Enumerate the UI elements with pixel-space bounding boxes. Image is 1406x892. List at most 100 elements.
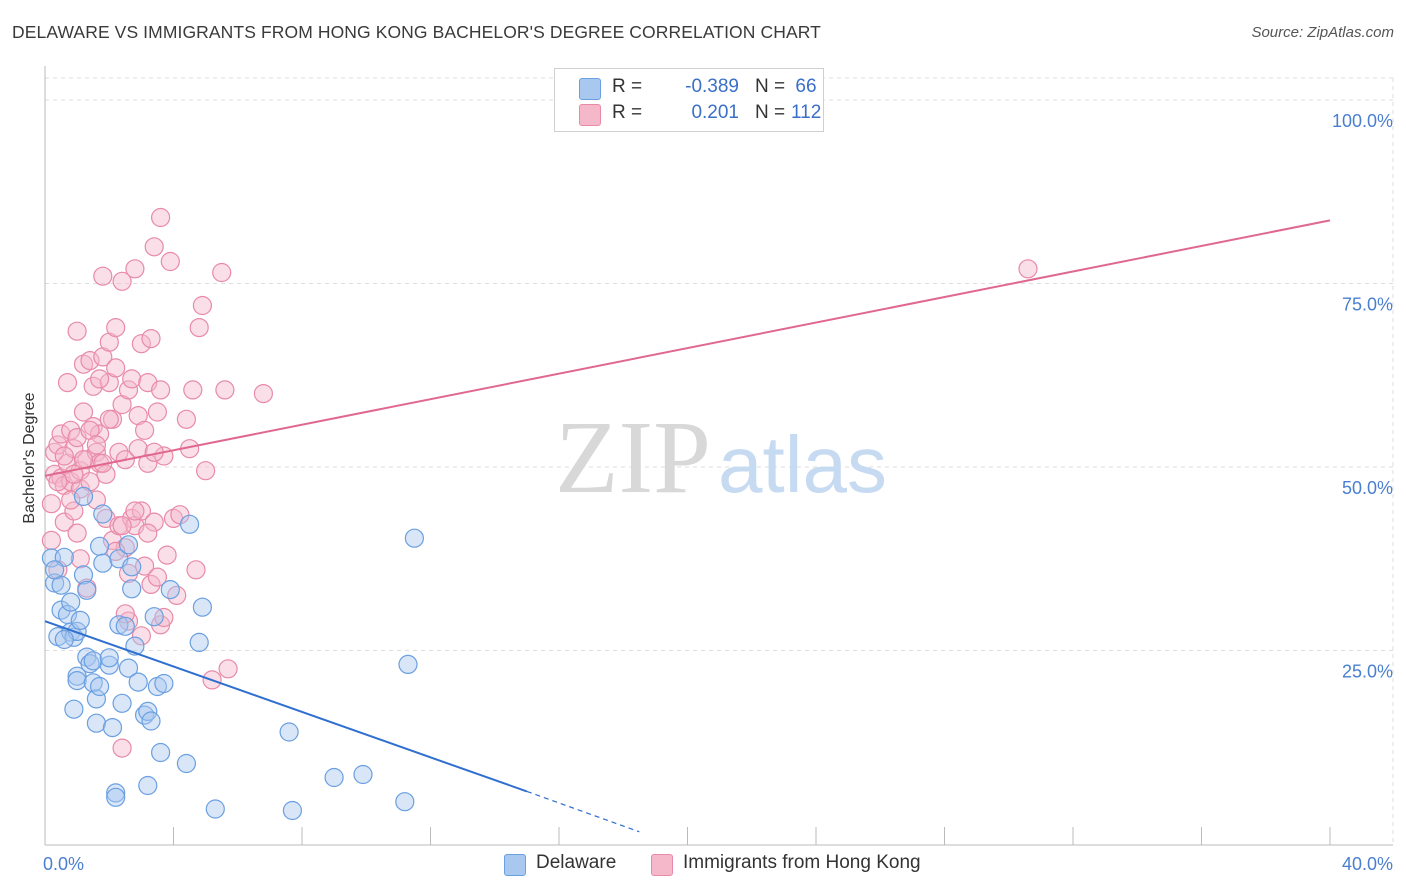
data-point-delaware: [86, 713, 107, 733]
data-point-hongkong: [176, 409, 196, 429]
data-point-delaware: [176, 753, 196, 774]
legend-r-label: R =: [612, 102, 643, 123]
legend-swatch-delaware: [504, 854, 526, 876]
data-point-hongkong: [192, 295, 212, 316]
data-point-hongkong: [96, 464, 116, 484]
data-point-hongkong: [215, 380, 235, 400]
data-point-delaware: [73, 486, 94, 506]
data-point-delaware: [180, 514, 200, 534]
data-point-delaware: [118, 658, 139, 678]
legend-label-delaware: Delaware: [536, 852, 617, 873]
data-point-hongkong: [212, 262, 232, 283]
data-point-delaware: [122, 579, 142, 599]
data-point-hongkong: [141, 574, 161, 595]
data-point-hongkong: [112, 516, 132, 536]
data-point-delaware: [128, 672, 148, 692]
data-point-delaware: [106, 783, 126, 803]
series-delaware-points: [41, 486, 424, 821]
data-point-delaware: [282, 800, 302, 821]
x-tick-label: 40.0%: [1342, 854, 1393, 874]
data-point-hongkong: [41, 494, 62, 514]
data-point-hongkong: [67, 523, 87, 543]
data-point-delaware: [54, 629, 74, 650]
data-point-hongkong: [112, 738, 132, 758]
data-point-hongkong: [83, 417, 103, 437]
data-point-hongkong: [151, 380, 171, 400]
data-point-hongkong: [61, 490, 81, 510]
data-point-delaware: [61, 592, 81, 612]
data-point-hongkong: [138, 523, 158, 543]
chart-title: DELAWARE VS IMMIGRANTS FROM HONG KONG BA…: [12, 22, 821, 42]
data-point-hongkong: [89, 369, 110, 389]
data-point-hongkong: [170, 505, 190, 525]
data-point-hongkong: [154, 607, 174, 628]
data-point-delaware: [73, 565, 94, 585]
data-point-delaware: [398, 654, 418, 675]
y-tick-label: 75.0%: [1342, 295, 1393, 315]
data-point-hongkong: [131, 334, 151, 354]
trendline-delaware-extension: [526, 790, 640, 833]
data-point-hongkong: [93, 266, 113, 286]
legend-swatch-hongkong: [651, 854, 673, 876]
legend-swatch-hongkong: [579, 104, 601, 126]
data-point-hongkong: [115, 538, 135, 558]
legend-r-value: -0.389: [685, 76, 739, 97]
data-point-delaware: [205, 799, 225, 819]
data-point-hongkong: [144, 512, 164, 532]
data-point-hongkong: [183, 380, 203, 400]
data-point-delaware: [279, 722, 299, 742]
data-point-hongkong: [125, 501, 145, 521]
data-point-delaware: [99, 655, 119, 675]
trend-lines: [44, 219, 1331, 833]
data-point-hongkong: [106, 358, 126, 378]
data-point-delaware: [89, 536, 110, 556]
data-point-hongkong: [86, 435, 107, 455]
data-point-delaware: [70, 610, 90, 631]
legend-swatch-delaware: [579, 78, 601, 100]
data-point-hongkong: [80, 351, 100, 371]
data-point-delaware: [80, 654, 100, 674]
data-point-hongkong: [218, 659, 238, 679]
data-point-delaware: [353, 764, 373, 785]
data-point-hongkong: [131, 501, 151, 521]
data-point-hongkong: [151, 207, 171, 228]
data-point-delaware: [112, 693, 132, 713]
data-point-delaware: [67, 670, 87, 691]
data-point-delaware: [141, 711, 161, 731]
data-point-hongkong: [138, 453, 158, 473]
data-point-hongkong: [160, 251, 180, 272]
data-point-delaware: [109, 615, 129, 635]
y-tick-label: 25.0%: [1342, 661, 1393, 681]
data-point-hongkong: [189, 318, 209, 338]
trendline-delaware: [44, 620, 528, 793]
y-tick-label: 50.0%: [1342, 478, 1393, 498]
data-point-hongkong: [99, 409, 119, 429]
data-point-hongkong: [122, 369, 142, 389]
data-point-hongkong: [186, 560, 206, 580]
data-point-hongkong: [41, 530, 62, 551]
data-point-hongkong: [144, 237, 164, 257]
data-point-hongkong: [147, 402, 167, 422]
data-point-hongkong: [106, 318, 126, 338]
data-point-delaware: [77, 580, 97, 600]
data-point-delaware: [106, 787, 126, 807]
y-tick-label: 100.0%: [1332, 111, 1393, 131]
data-point-hongkong: [131, 626, 151, 646]
data-point-hongkong: [61, 420, 81, 440]
data-point-hongkong: [253, 384, 273, 404]
legend-n-value: 112: [791, 102, 822, 123]
data-point-delaware: [83, 651, 103, 671]
legend-n-value: 66: [795, 76, 817, 97]
watermark: ZIP atlas: [555, 400, 887, 515]
data-point-hongkong: [57, 373, 78, 393]
data-point-delaware: [67, 666, 87, 686]
data-point-hongkong: [70, 549, 90, 569]
data-point-delaware: [89, 676, 110, 697]
data-point-hongkong: [54, 446, 74, 466]
watermark-atlas: atlas: [718, 420, 887, 509]
data-point-delaware: [86, 689, 107, 709]
data-point-hongkong: [196, 461, 216, 481]
series-hongkong-points: [41, 207, 1038, 758]
y-axis-label: Bachelor's Degree: [21, 392, 38, 523]
